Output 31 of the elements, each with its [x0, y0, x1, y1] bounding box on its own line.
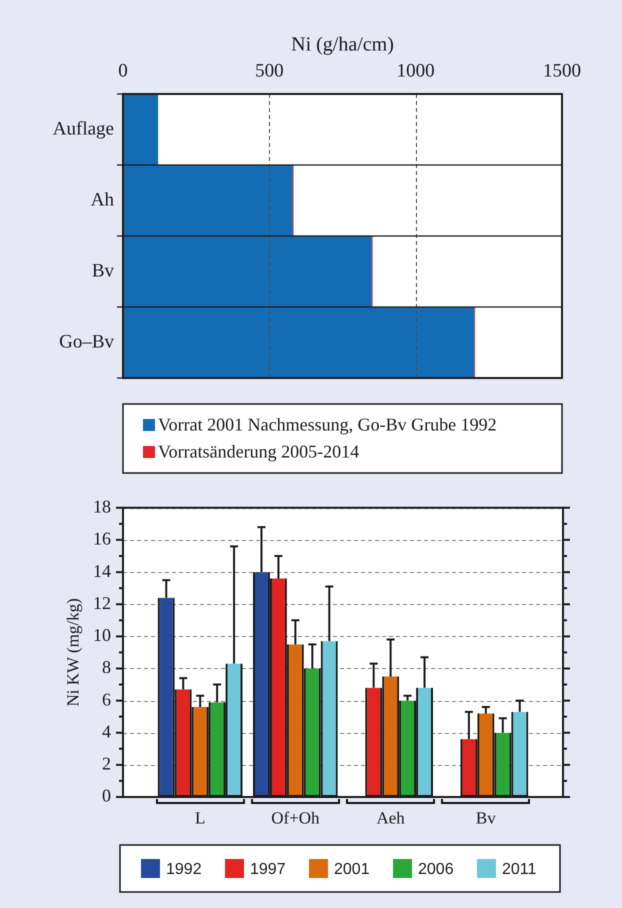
legend-label: Vorrat 2001 Nachmessung, Go-Bv Grube 1992 — [158, 414, 497, 435]
y-tick-label: 0 — [102, 786, 111, 806]
y-tick-label: Bv — [92, 260, 114, 282]
x-tick-label: Of+Oh — [271, 808, 320, 828]
y-tick-label: 12 — [93, 592, 111, 613]
x-tick-label: 1000 — [396, 60, 435, 82]
legend-label: 2001 — [334, 860, 370, 878]
x-axis-title: Ni (g/ha/cm) — [291, 33, 394, 56]
legend-label: 2011 — [502, 860, 537, 878]
y-tick-label: 4 — [102, 721, 111, 742]
y-tick-label: 8 — [102, 657, 111, 678]
y-tick-label: 10 — [93, 625, 111, 646]
x-tick-label: 500 — [255, 60, 284, 82]
y-tick-label: Go–Bv — [59, 331, 114, 352]
y-tick-label: Ah — [90, 189, 114, 210]
legend-label: 2006 — [418, 860, 454, 878]
y-tick-label: 6 — [102, 689, 111, 710]
y-axis-title: Ni KW (mg/kg) — [64, 598, 83, 707]
x-tick-label: Bv — [476, 808, 496, 828]
x-tick-label: 0 — [118, 60, 128, 82]
x-tick-label: 1500 — [543, 60, 581, 82]
x-tick-label: Aeh — [376, 808, 406, 828]
y-tick-label: 14 — [93, 560, 111, 581]
y-tick-label: 16 — [93, 528, 111, 549]
legend-label: 1992 — [166, 860, 202, 878]
x-tick-label: L — [194, 808, 206, 828]
legend-label: Vorratsänderung 2005-2014 — [158, 442, 360, 462]
y-tick-label: Auflage — [52, 118, 114, 140]
legend-label: 1997 — [250, 860, 286, 878]
y-tick-label: 18 — [93, 496, 111, 517]
y-tick-label: 2 — [102, 754, 111, 774]
